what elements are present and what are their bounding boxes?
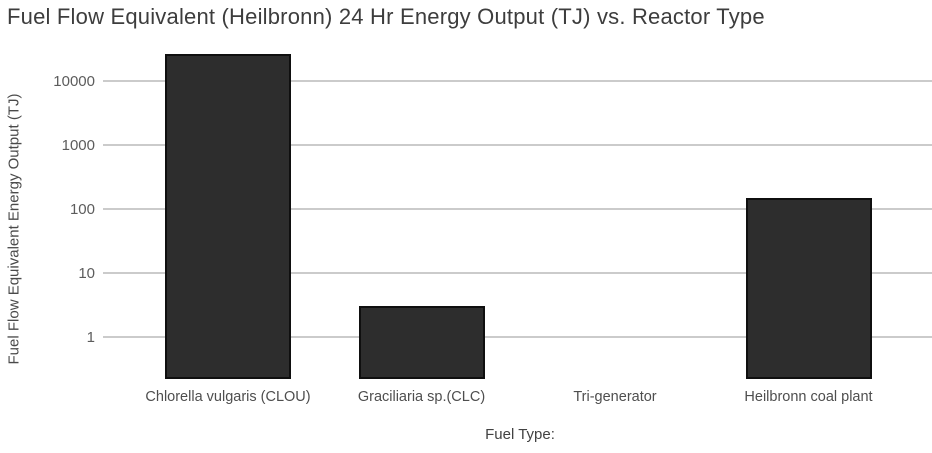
y-axis-title: Fuel Flow Equivalent Energy Output (TJ) <box>5 93 23 365</box>
y-tick-label-10000: 10000 <box>53 72 95 90</box>
gridline-10 <box>103 272 932 274</box>
x-category-label-chlorella-vulgaris-clou: Chlorella vulgaris (CLOU) <box>145 389 311 405</box>
gridline-100 <box>103 208 932 210</box>
chart-title: Fuel Flow Equivalent (Heilbronn) 24 Hr E… <box>7 4 765 29</box>
y-tick-label-100: 100 <box>69 200 95 218</box>
y-tick-label-10: 10 <box>78 264 95 282</box>
gridline-1000 <box>103 144 932 146</box>
x-category-label-graciliaria-sp-clc: Graciliaria sp.(CLC) <box>357 389 486 405</box>
bar-heilbronn-coal-plant <box>745 197 872 379</box>
bar-graciliaria-sp-clc <box>358 306 485 379</box>
x-category-label-tri-generator: Tri-generator <box>573 389 657 405</box>
gridline-1 <box>103 336 932 338</box>
y-tick-label-1: 1 <box>86 328 95 346</box>
gridline-10000 <box>103 80 932 82</box>
x-category-label-heilbronn-coal-plant: Heilbronn coal plant <box>744 389 873 405</box>
bar-chlorella-vulgaris-clou <box>165 54 291 379</box>
y-tick-label-1000: 1000 <box>61 136 95 154</box>
x-axis-title: Fuel Type: <box>485 426 555 443</box>
